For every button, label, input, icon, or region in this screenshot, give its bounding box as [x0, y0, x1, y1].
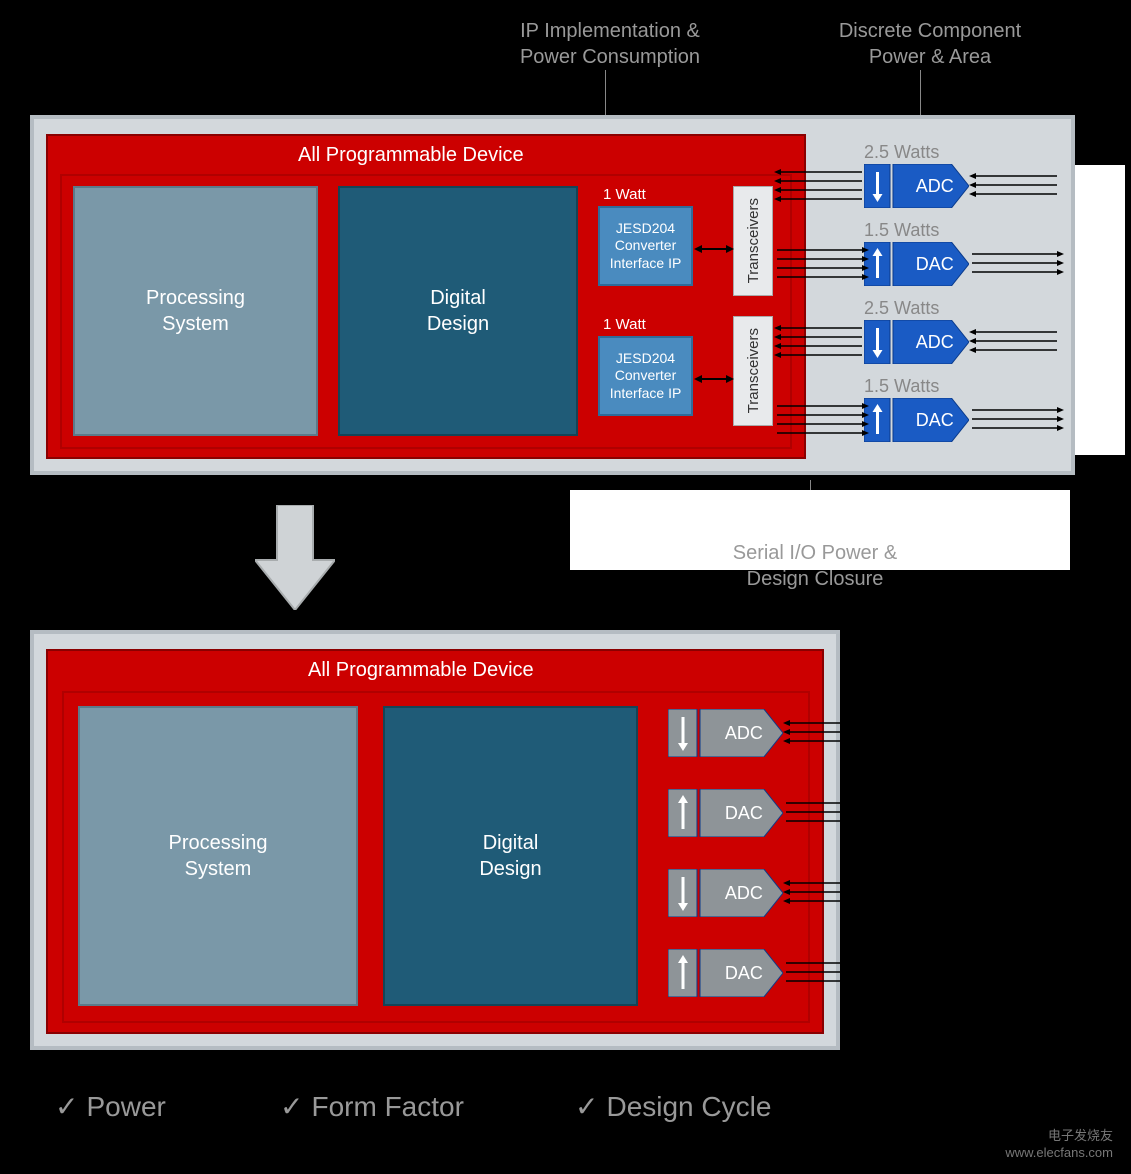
top-device-title: All Programmable Device [298, 144, 524, 167]
callout-serial: Serial I/O Power & Design Closure [700, 540, 930, 592]
block-digital-top: Digital Design [338, 186, 578, 436]
block-processing-bottom: Processing System [78, 706, 358, 1006]
footer-item-power: ✓Power [55, 1090, 166, 1123]
watermark-l1: 电子发烧友 [1005, 1128, 1113, 1145]
callout-ip: IP Implementation & Power Consumption [490, 18, 730, 70]
block-digital-bottom: Digital Design [383, 706, 638, 1006]
jesd1-l1: JESD204 [610, 220, 682, 238]
converter-power-1: 1.5 Watts [864, 220, 939, 241]
big-down-arrow-icon [255, 505, 335, 610]
callout-ip-l1: IP Implementation & [520, 20, 700, 42]
ext-arrows-bottom-3 [783, 959, 903, 991]
block-jesd1: JESD204 Converter Interface IP [598, 206, 693, 286]
bottom-board: All Programmable Device Processing Syste… [30, 630, 840, 1050]
ext-arrows-3 [969, 406, 1064, 438]
xcvr-bundle-3 [774, 402, 869, 443]
label-processing-top: Processing System [146, 285, 245, 337]
callout-serial-l1: Serial I/O Power & [733, 542, 898, 564]
svg-text:DAC: DAC [725, 963, 763, 983]
bottom-device: All Programmable Device Processing Syste… [46, 649, 824, 1034]
ext-arrows-0 [969, 172, 1064, 204]
converter-power-2: 2.5 Watts [864, 298, 939, 319]
svg-text:ADC: ADC [916, 332, 954, 352]
callout-discrete-l2: Power & Area [869, 46, 991, 68]
xcvr-1: Transceivers [733, 186, 773, 296]
jesd1-l3: Interface IP [610, 255, 682, 273]
dac-badge-bottom-1: DAC [668, 789, 783, 842]
ext-arrows-2 [969, 328, 1064, 360]
top-device: All Programmable Device Processing Syste… [46, 134, 806, 459]
svg-text:ADC: ADC [725, 723, 763, 743]
adc-badge-2: ADC [864, 320, 969, 369]
adc-badge-bottom-0: ADC [668, 709, 783, 762]
label-digital-top: Digital Design [427, 285, 489, 337]
footer-item-form-factor: ✓Form Factor [280, 1090, 464, 1123]
xcvr-bundle-1 [774, 246, 869, 287]
bottom-device-title: All Programmable Device [308, 659, 534, 682]
jesd1-text: JESD204 Converter Interface IP [610, 220, 682, 273]
dac-badge-1: DAC [864, 242, 969, 291]
callout-ip-l2: Power Consumption [520, 46, 700, 68]
jesd1-power: 1 Watt [603, 186, 646, 203]
converter-power-3: 1.5 Watts [864, 376, 939, 397]
xcvr-2: Transceivers [733, 316, 773, 426]
watermark-l2: www.elecfans.com [1005, 1145, 1113, 1162]
ext-arrows-bottom-0 [783, 719, 903, 751]
svg-text:ADC: ADC [916, 176, 954, 196]
xcvr1-label: Transceivers [745, 198, 762, 283]
bidir-arrow-1 [694, 239, 734, 259]
check-icon: ✓ [575, 1091, 598, 1122]
svg-text:DAC: DAC [916, 254, 954, 274]
xcvr-bundle-0 [774, 168, 869, 209]
jesd2-l1: JESD204 [610, 350, 682, 368]
dac-badge-3: DAC [864, 398, 969, 447]
xcvr-bundle-2 [774, 324, 869, 365]
converter-power-0: 2.5 Watts [864, 142, 939, 163]
check-icon: ✓ [280, 1091, 303, 1122]
xcvr2-label: Transceivers [745, 328, 762, 413]
jesd1-l2: Converter [610, 237, 682, 255]
ext-arrows-bottom-2 [783, 879, 903, 911]
jesd2-text: JESD204 Converter Interface IP [610, 350, 682, 403]
block-processing-top: Processing System [73, 186, 318, 436]
ext-arrows-1 [969, 250, 1064, 282]
watermark: 电子发烧友 www.elecfans.com [1005, 1128, 1113, 1162]
adc-badge-bottom-2: ADC [668, 869, 783, 922]
dac-badge-bottom-3: DAC [668, 949, 783, 1002]
jesd2-l2: Converter [610, 367, 682, 385]
check-icon: ✓ [55, 1091, 78, 1122]
svg-text:DAC: DAC [916, 410, 954, 430]
top-board: All Programmable Device Processing Syste… [30, 115, 1075, 475]
svg-text:DAC: DAC [725, 803, 763, 823]
callout-discrete: Discrete Component Power & Area [800, 18, 1060, 70]
callout-serial-l2: Design Closure [747, 568, 884, 590]
jesd2-l3: Interface IP [610, 385, 682, 403]
block-jesd2: JESD204 Converter Interface IP [598, 336, 693, 416]
footer-item-design-cycle: ✓Design Cycle [575, 1090, 771, 1123]
ext-arrows-bottom-1 [783, 799, 903, 831]
bidir-arrow-2 [694, 369, 734, 389]
adc-badge-0: ADC [864, 164, 969, 213]
label-processing-bottom: Processing System [169, 830, 268, 882]
svg-text:ADC: ADC [725, 883, 763, 903]
callout-discrete-l1: Discrete Component [839, 20, 1021, 42]
label-digital-bottom: Digital Design [479, 830, 541, 882]
jesd2-power: 1 Watt [603, 316, 646, 333]
